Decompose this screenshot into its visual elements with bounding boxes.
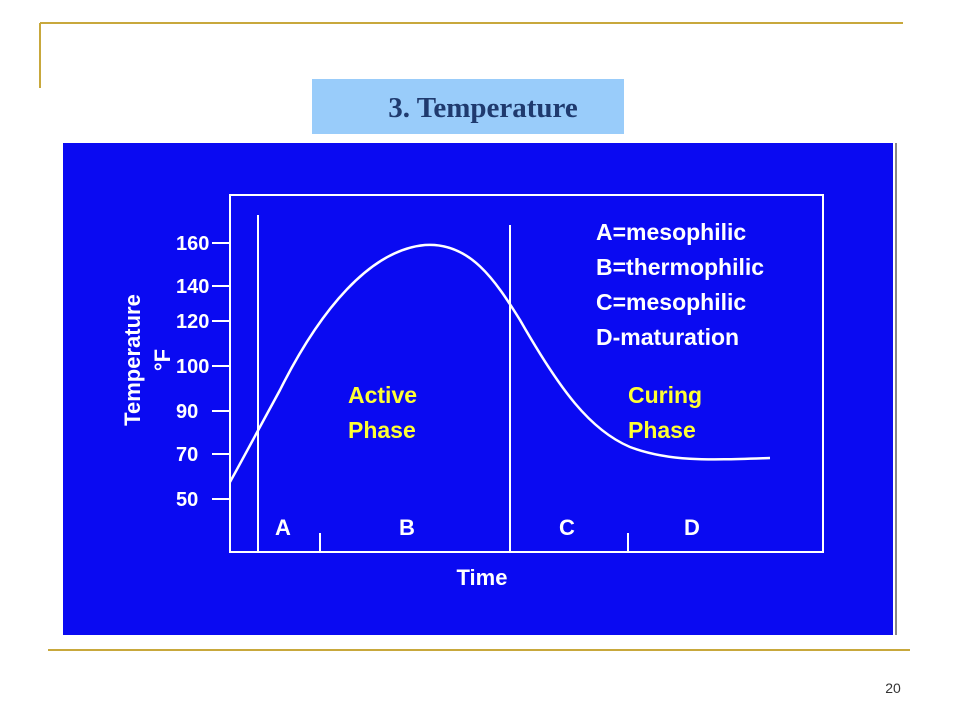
temperature-curve xyxy=(228,243,771,483)
y-tick-label: 100 xyxy=(176,356,209,378)
phase-label: Active xyxy=(348,382,417,408)
y-tick-label: 160 xyxy=(176,233,209,255)
slide-title: 3. Temperature xyxy=(388,92,578,124)
phase-label: Phase xyxy=(628,417,696,443)
x-axis-label: Time xyxy=(457,565,508,590)
legend-entry: D-maturation xyxy=(596,324,739,350)
page-number: 20 xyxy=(885,680,901,696)
stage-label: A xyxy=(275,515,291,540)
y-tick-label: 90 xyxy=(176,401,198,423)
stage-label: D xyxy=(684,515,700,540)
legend-entry: A=mesophilic xyxy=(596,219,746,245)
stage-label: C xyxy=(559,515,575,540)
stage-label: B xyxy=(399,515,415,540)
legend-entry: C=mesophilic xyxy=(596,289,746,315)
phase-label: Curing xyxy=(628,382,702,408)
y-axis-label: Temperature xyxy=(120,294,145,426)
plot-box xyxy=(229,194,824,553)
y-tick-label: 140 xyxy=(176,276,209,298)
title-box xyxy=(312,79,624,134)
y-tick-label: 50 xyxy=(176,489,198,511)
plot-frame xyxy=(228,194,824,553)
figure-panel xyxy=(63,143,893,635)
legend-entry: B=thermophilic xyxy=(596,254,764,280)
y-axis-unit: °F xyxy=(150,349,175,371)
y-tick-label: 120 xyxy=(176,311,209,333)
y-tick-label: 70 xyxy=(176,444,198,466)
phase-label: Phase xyxy=(348,417,416,443)
y-ticks: 160 140 120 100 90 70 50 xyxy=(176,233,230,511)
